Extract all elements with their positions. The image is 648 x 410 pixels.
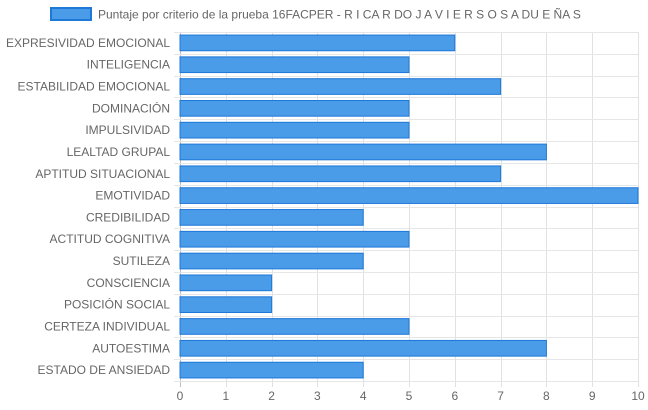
category-label: INTELIGENCIA [87,58,170,72]
x-tick-label: 1 [222,389,229,403]
bar [179,318,410,335]
chart-legend: Puntaje por criterio de la prueba 16FACP… [50,7,581,22]
category-label: IMPULSIVIDAD [85,123,170,137]
x-tick-label: 7 [497,389,504,403]
bar [179,187,639,204]
category-axis: EXPRESIVIDAD EMOCIONAL INTELIGENCIA ESTABI… [6,36,170,377]
category-label: AUTOESTIMA [92,341,170,355]
category-label: EXPRESIVIDAD EMOCIONAL [6,36,170,50]
x-tick-label: 8 [543,389,550,403]
x-tick-label: 5 [406,389,413,403]
category-label: LEALTAD GRUPAL [67,145,171,159]
bar [179,56,410,74]
bar [179,121,410,139]
x-tick-label: 6 [451,389,458,403]
x-tick-label: 9 [589,389,596,403]
x-tick-label: 10 [631,389,645,403]
category-label: SUTILEZA [113,254,170,268]
category-label: EMOTIVIDAD [95,189,170,203]
legend-swatch [50,7,92,21]
category-label: ESTABILIDAD EMOCIONAL [18,80,171,94]
category-label: DOMINACIÓN [92,100,170,115]
bar [179,361,364,379]
legend-label: Puntaje por criterio de la prueba 16FACP… [98,8,581,22]
bar [179,78,502,95]
chart-bars [179,34,639,379]
bar [179,230,410,248]
bar [179,99,410,117]
bar [179,143,547,161]
x-tick-label: 0 [177,389,184,403]
x-tick-label: 2 [268,389,275,403]
bar [179,34,456,52]
category-label: ACTITUD COGNITIVA [50,232,170,246]
x-tick-label: 3 [314,389,321,403]
bar [179,209,364,226]
value-axis: 0 1 2 3 4 5 6 7 8 9 10 [177,389,645,403]
category-label: CONSCIENCIA [87,276,170,290]
bar [179,165,502,183]
x-tick-label: 4 [360,389,367,403]
bar [179,274,273,292]
category-label: ESTADO DE ANSIEDAD [38,363,171,377]
category-label: POSICIÓN SOCIAL [64,297,170,312]
bar [179,296,273,314]
category-label: CREDIBILIDAD [86,210,170,224]
category-label: APTITUD SITUACIONAL [35,167,170,181]
bar [179,339,547,357]
bar [179,252,364,270]
category-label: CERTEZA INDIVIDUAL [44,319,170,333]
